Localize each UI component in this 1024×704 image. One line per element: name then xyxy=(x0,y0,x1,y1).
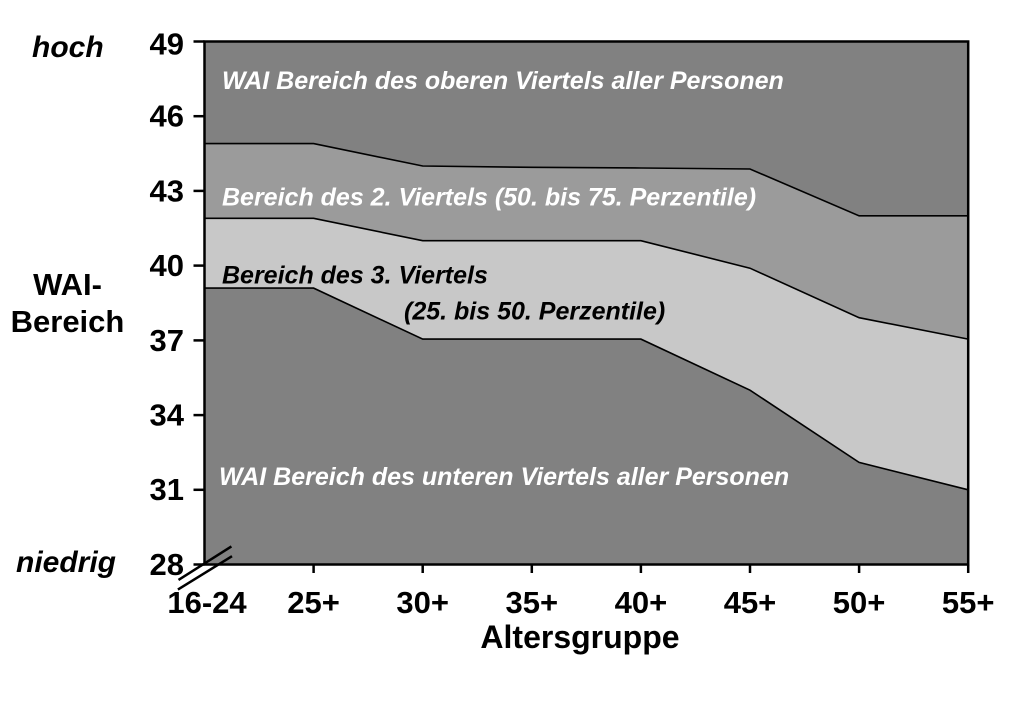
svg-text:31: 31 xyxy=(150,472,184,507)
svg-text:37: 37 xyxy=(150,323,184,358)
svg-text:34: 34 xyxy=(150,398,185,433)
svg-text:WAI Bereich des oberen Viertel: WAI Bereich des oberen Viertels aller Pe… xyxy=(222,67,784,95)
svg-text:40: 40 xyxy=(150,248,184,283)
svg-text:50+: 50+ xyxy=(833,585,886,620)
svg-text:49: 49 xyxy=(150,27,184,62)
svg-text:hoch: hoch xyxy=(32,31,104,64)
svg-text:55+: 55+ xyxy=(942,585,995,620)
svg-text:Altersgruppe: Altersgruppe xyxy=(480,619,679,655)
svg-text:28: 28 xyxy=(150,547,184,582)
svg-text:35+: 35+ xyxy=(506,585,559,620)
svg-text:(25. bis 50. Perzentile): (25. bis 50. Perzentile) xyxy=(404,298,665,326)
svg-text:Bereich des 3. Viertels: Bereich des 3. Viertels xyxy=(222,262,488,290)
svg-text:16-24: 16-24 xyxy=(167,585,247,620)
svg-text:Bereich des 2. Viertels (50. b: Bereich des 2. Viertels (50. bis 75. Per… xyxy=(222,184,756,212)
svg-text:30+: 30+ xyxy=(396,585,449,620)
svg-text:46: 46 xyxy=(150,99,184,134)
svg-text:Bereich: Bereich xyxy=(11,304,125,339)
svg-text:niedrig: niedrig xyxy=(16,546,116,579)
svg-text:45+: 45+ xyxy=(724,585,777,620)
svg-text:40+: 40+ xyxy=(615,585,668,620)
svg-text:25+: 25+ xyxy=(287,585,340,620)
svg-text:WAI Bereich des unteren Vierte: WAI Bereich des unteren Viertels aller P… xyxy=(219,463,789,491)
svg-text:43: 43 xyxy=(150,173,184,208)
svg-text:WAI-: WAI- xyxy=(33,267,102,302)
